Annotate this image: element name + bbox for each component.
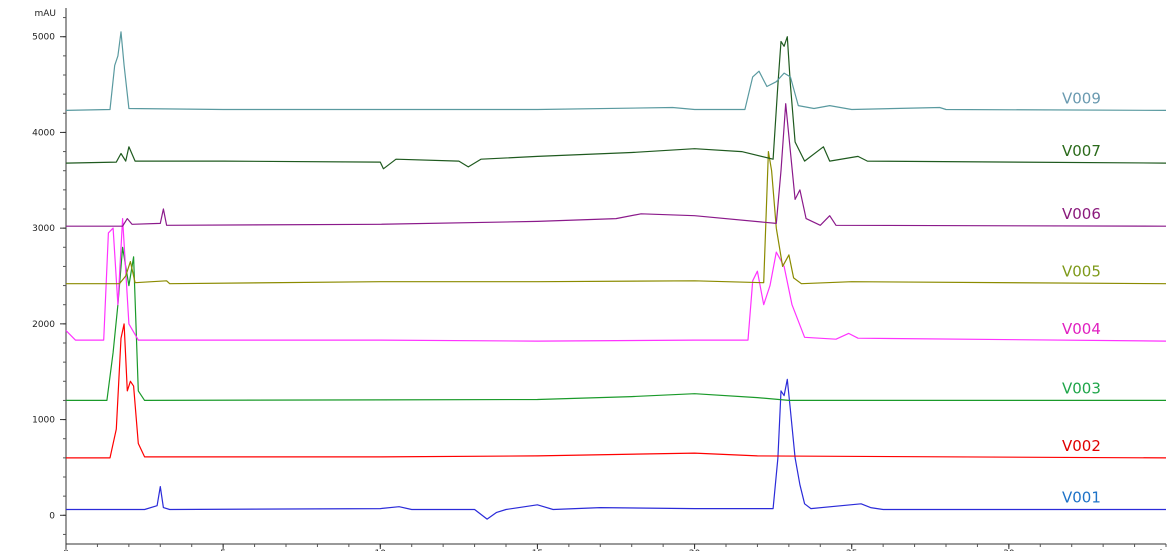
- series-label-v005: V005: [1062, 263, 1101, 281]
- x-tick-label: 0: [63, 549, 69, 551]
- series-label-v002: V002: [1062, 437, 1101, 455]
- series-label-v007: V007: [1062, 142, 1101, 160]
- x-unit-label: min: [1151, 549, 1168, 551]
- trace-v009: [65, 31, 1167, 111]
- y-tick-label: 1000: [32, 416, 55, 426]
- series-label-v003: V003: [1062, 379, 1101, 397]
- trace-v004: [65, 218, 1167, 342]
- series-label-v006: V006: [1062, 205, 1101, 223]
- x-tick-label: 20: [689, 549, 701, 551]
- x-tick-label: 10: [375, 549, 387, 551]
- x-tick-label: 15: [532, 549, 543, 551]
- x-tick-label: 30: [1003, 549, 1015, 551]
- y-tick-label: 3000: [32, 224, 55, 234]
- axes: 0 1000 2000 3000 4000 5000 mAU 0 5 10 15 20 25 30 min: [32, 8, 1168, 551]
- series-label-v001: V001: [1062, 489, 1101, 507]
- trace-v007: [65, 36, 1167, 170]
- series-labels: V001 V002 V003 V004 V005 V006 V007 V009: [1062, 89, 1101, 506]
- trace-v006: [66, 103, 1167, 227]
- y-tick-label: 0: [49, 511, 55, 521]
- x-tick-label: 5: [220, 549, 226, 551]
- trace-v001: [66, 378, 1166, 520]
- trace-v002: [66, 323, 1167, 459]
- y-tick-label: 4000: [32, 128, 55, 138]
- y-unit-label: mAU: [34, 9, 56, 19]
- traces: [65, 31, 1167, 520]
- x-tick-label: 25: [846, 549, 857, 551]
- trace-v003: [66, 246, 1166, 401]
- y-tick-label: 2000: [32, 320, 55, 330]
- series-label-v004: V004: [1062, 320, 1101, 338]
- series-label-v009: V009: [1062, 89, 1101, 107]
- trace-v005: [66, 151, 1167, 285]
- y-tick-label: 5000: [32, 33, 55, 43]
